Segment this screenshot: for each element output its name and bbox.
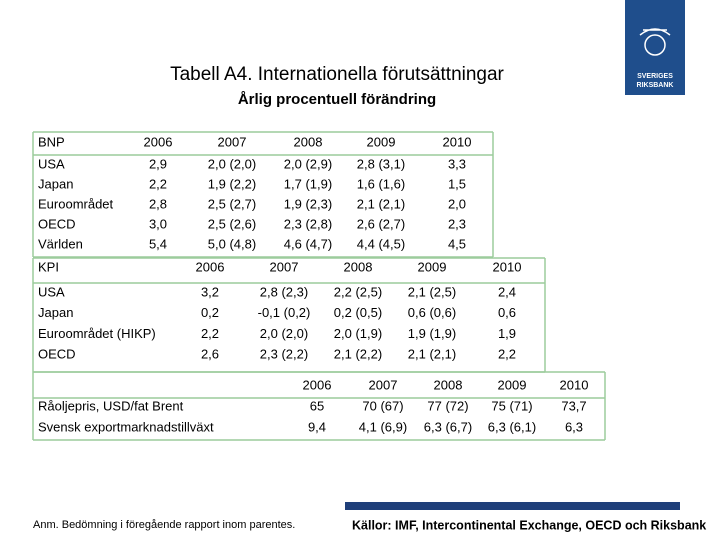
table-header: KPI [38,259,59,274]
table-cell: 2,1 (2,1) [357,196,405,211]
table-cell: 3,3 [448,156,466,171]
column-header: 2007 [218,134,247,149]
table-cell: 75 (71) [491,398,532,413]
row-label: USA [38,156,65,171]
column-header: 2007 [369,377,398,392]
table-cell: 2,9 [149,156,167,171]
logo-text: RIKSBANK [637,82,674,89]
column-header: 2009 [498,377,527,392]
table-cell: 2,2 (2,5) [334,284,382,299]
table-cell: 2,2 [498,347,516,362]
table-cell: 65 [310,398,324,413]
table-cell: 6,3 (6,7) [424,419,472,434]
table-cell: 0,6 [498,305,516,320]
table-cell: 2,1 (2,1) [408,347,456,362]
table-cell: 0,6 (0,6) [408,305,456,320]
column-header: 2010 [443,134,472,149]
column-header: 2008 [344,259,373,274]
table-cell: 2,5 (2,7) [208,196,256,211]
table-cell: 2,3 (2,8) [284,216,332,231]
row-label: USA [38,284,65,299]
row-label: Japan [38,176,73,191]
table-cell: 6,3 [565,419,583,434]
table-cell: 2,8 [149,196,167,211]
logo-text: SVERIGES [637,73,673,80]
table-cell: 2,6 [201,347,219,362]
table-cell: 1,9 [498,326,516,341]
column-header: 2010 [493,259,522,274]
table-cell: 1,7 (1,9) [284,176,332,191]
table-cell: 1,9 (2,2) [208,176,256,191]
table-cell: 2,0 (1,9) [334,326,382,341]
table-cell: 2,8 (3,1) [357,156,405,171]
table-cell: 70 (67) [362,398,403,413]
table-cell: 2,3 [448,216,466,231]
table-cell: 2,3 (2,2) [260,347,308,362]
column-header: 2008 [434,377,463,392]
table-cell: 77 (72) [427,398,468,413]
table-cell: 2,1 (2,2) [334,347,382,362]
row-label: Svensk exportmarknadstillväxt [38,419,214,434]
table-cell: 1,5 [448,176,466,191]
table-cell: 3,0 [149,216,167,231]
table-cell: 4,6 (4,7) [284,236,332,251]
table-cell: 2,0 (2,0) [260,326,308,341]
column-header: 2009 [367,134,396,149]
table-cell: 4,4 (4,5) [357,236,405,251]
title: Tabell A4. Internationella förutsättning… [170,64,504,85]
table-cell: 73,7 [561,398,586,413]
table-cell: 2,6 (2,7) [357,216,405,231]
table-cell: 0,2 [201,305,219,320]
table-cell: 5,4 [149,236,167,251]
footer-bar [345,502,680,510]
row-label: Världen [38,236,83,251]
footer-sources: Källor: IMF, Intercontinental Exchange, … [352,518,706,532]
row-label: Euroområdet (HIKP) [38,326,156,341]
column-header: 2006 [303,377,332,392]
row-label: Euroområdet [38,196,114,211]
table-cell: 1,9 (1,9) [408,326,456,341]
table-cell: 1,6 (1,6) [357,176,405,191]
table-cell: 2,4 [498,284,516,299]
logo-box [625,0,685,95]
column-header: 2006 [196,259,225,274]
row-label: Råoljepris, USD/fat Brent [38,398,184,413]
table-cell: 4,5 [448,236,466,251]
table-cell: 4,1 (6,9) [359,419,407,434]
subtitle: Årlig procentuell förändring [238,91,436,108]
table-cell: 2,2 [149,176,167,191]
table-cell: 2,0 (2,9) [284,156,332,171]
table-cell: 5,0 (4,8) [208,236,256,251]
table-cell: 0,2 (0,5) [334,305,382,320]
table-cell: 3,2 [201,284,219,299]
footer-note: Anm. Bedömning i föregående rapport inom… [33,519,295,531]
table-cell: 2,0 [448,196,466,211]
table-cell: -0,1 (0,2) [258,305,311,320]
table-header: BNP [38,134,65,149]
row-label: Japan [38,305,73,320]
column-header: 2006 [144,134,173,149]
row-label: OECD [38,216,76,231]
table-cell: 2,2 [201,326,219,341]
column-header: 2009 [418,259,447,274]
table-cell: 1,9 (2,3) [284,196,332,211]
logo-emblem [639,28,671,56]
column-header: 2007 [270,259,299,274]
table-cell: 9,4 [308,419,326,434]
row-label: OECD [38,347,76,362]
table-cell: 6,3 (6,1) [488,419,536,434]
table-cell: 2,1 (2,5) [408,284,456,299]
table-cell: 2,5 (2,6) [208,216,256,231]
table-cell: 2,0 (2,0) [208,156,256,171]
column-header: 2008 [294,134,323,149]
table-cell: 2,8 (2,3) [260,284,308,299]
column-header: 2010 [560,377,589,392]
